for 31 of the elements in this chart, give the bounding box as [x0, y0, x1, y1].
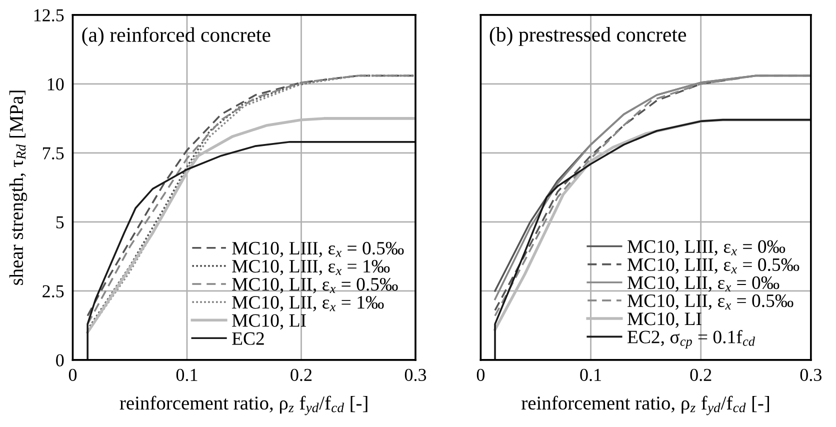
x-tick-label: 0.1	[580, 368, 601, 382]
x-tick-label: 0	[68, 368, 77, 381]
y-tick-label: 7.5	[43, 147, 64, 160]
legend-label: EC2, σ$_{cp}$ = 0.1f$_{cd}$	[628, 330, 755, 349]
x-tick-label: 0.1	[176, 368, 198, 382]
y-tick-label: 5	[56, 216, 64, 228]
legend-label: MC10, LIII, ε$_{x}$ = 0.5‰	[232, 242, 404, 258]
x-axis-title: reinforcement ratio, ρ$_{z}$ f$_{yd}$/f$_{cd}$ [-]	[120, 396, 368, 416]
x-tick-label: 0	[476, 368, 485, 381]
legend-label: MC10, LII, ε$_{x}$ = 0‰	[628, 276, 780, 292]
legend-label: MC10, LII, ε$_{x}$ = 1‰	[232, 296, 384, 312]
x-tick-label: 0.3	[404, 368, 426, 382]
x-tick-label: 0.3	[800, 368, 822, 382]
legend-label: EC2	[232, 332, 264, 345]
annotation: (a) reinforced concrete	[82, 27, 270, 46]
legend-label: MC10, LII, ε$_{x}$ = 0.5‰	[628, 294, 794, 310]
y-tick-label: 2.5	[42, 285, 64, 298]
legend-label: MC10, LII, ε$_{x}$ = 0.5‰	[232, 278, 398, 294]
x-tick-label: 0.2	[690, 368, 712, 382]
legend-label: MC10, LIII, ε$_{x}$ = 0‰	[628, 240, 786, 256]
legend-label: MC10, LIII, ε$_{x}$ = 0.5‰	[628, 258, 800, 274]
y-tick-label: 10	[48, 78, 64, 90]
legend-label: MC10, LI	[232, 314, 306, 330]
legend-label: MC10, LIII, ε$_{x}$ = 1‰	[232, 260, 390, 276]
x-axis-title: reinforcement ratio, ρ$_{z}$ f$_{yd}$/f$_{cd}$ [-]	[522, 396, 769, 416]
y-tick-label: 12.5	[34, 9, 64, 22]
legend-label: MC10, LI	[628, 312, 702, 328]
x-tick-label: 0.2	[290, 368, 312, 382]
y-tick-label: 0	[56, 354, 64, 366]
annotation: (b) prestressed concrete	[490, 27, 686, 46]
y-axis-title: shear strength, τ$_{Rd}$ [MPa]	[9, 90, 28, 285]
